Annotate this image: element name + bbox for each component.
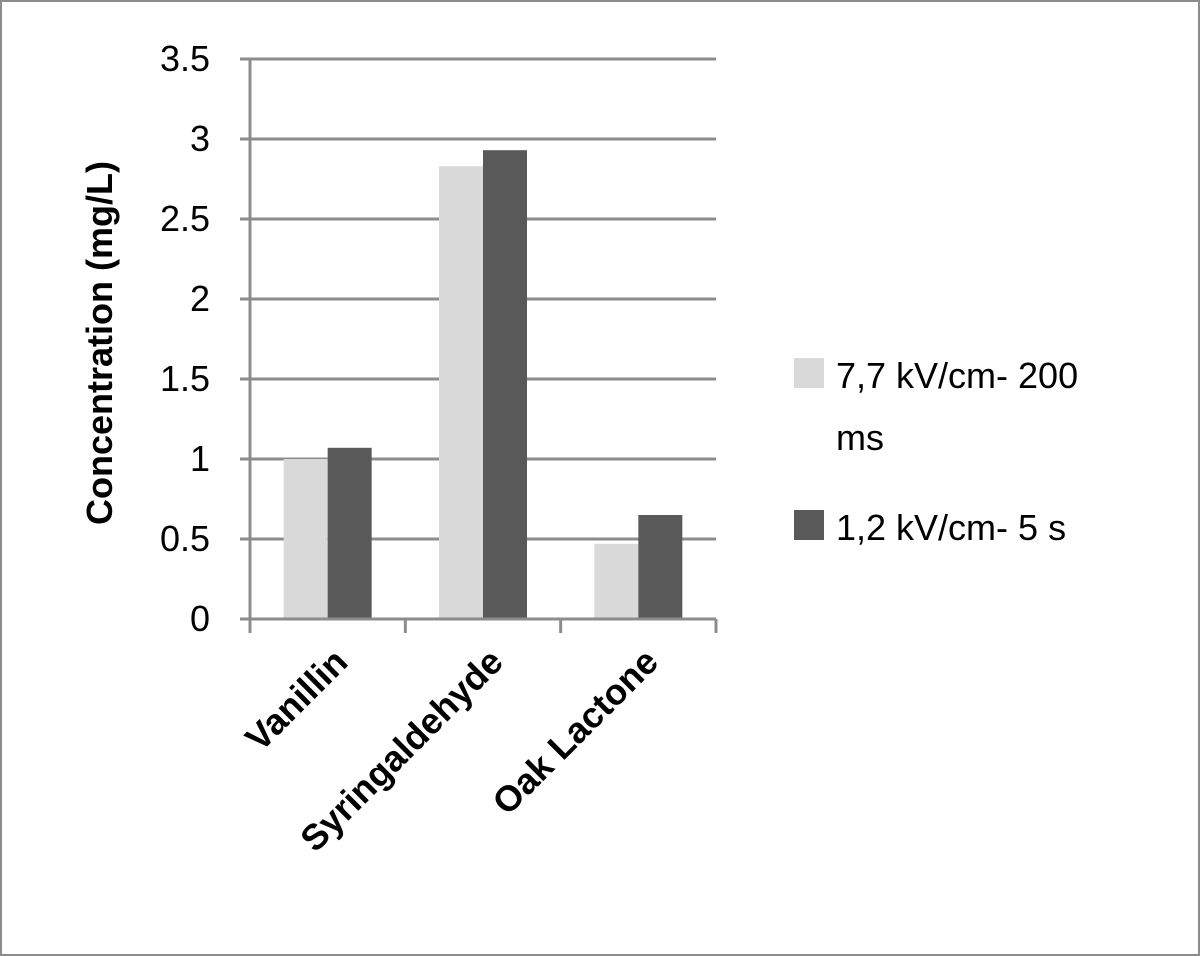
y-tick-label: 3 — [190, 118, 210, 159]
y-tick-label: 1.5 — [160, 358, 210, 399]
bar-vanillin-series-1 — [283, 459, 328, 619]
y-tick-label: 2 — [190, 278, 210, 319]
legend-label-series-1-line1: 7,7 kV/cm- 200 — [836, 355, 1078, 396]
bar-syringaldehyde-series-1 — [439, 166, 483, 619]
y-tick-label: 2.5 — [160, 198, 210, 239]
legend-label-series-1-line2: ms — [836, 417, 884, 458]
legend-swatch-series-1 — [794, 358, 824, 388]
bar-oak-lactone-series-1 — [594, 543, 639, 619]
bar-oak-lactone-series-2 — [638, 515, 683, 619]
bar-vanillin-series-2 — [327, 447, 372, 619]
y-tick-label: 0.5 — [160, 518, 210, 559]
bars — [283, 150, 683, 619]
y-axis-title: Concentration (mg/L) — [79, 161, 120, 525]
x-category-label: Oak Lactone — [484, 641, 666, 823]
y-tick-label: 1 — [190, 438, 210, 479]
y-tick-label: 3.5 — [160, 38, 210, 79]
y-tick-labels: 0 0.5 1 1.5 2 2.5 3 3.5 — [160, 38, 250, 639]
axes — [248, 59, 718, 633]
x-category-label: Vanillin — [237, 641, 355, 759]
legend: 7,7 kV/cm- 200 ms 1,2 kV/cm- 5 s — [794, 355, 1078, 548]
bar-syringaldehyde-series-2 — [483, 150, 527, 619]
legend-swatch-series-2 — [794, 510, 824, 540]
legend-label-series-2: 1,2 kV/cm- 5 s — [836, 507, 1066, 548]
y-tick-label: 0 — [190, 598, 210, 639]
